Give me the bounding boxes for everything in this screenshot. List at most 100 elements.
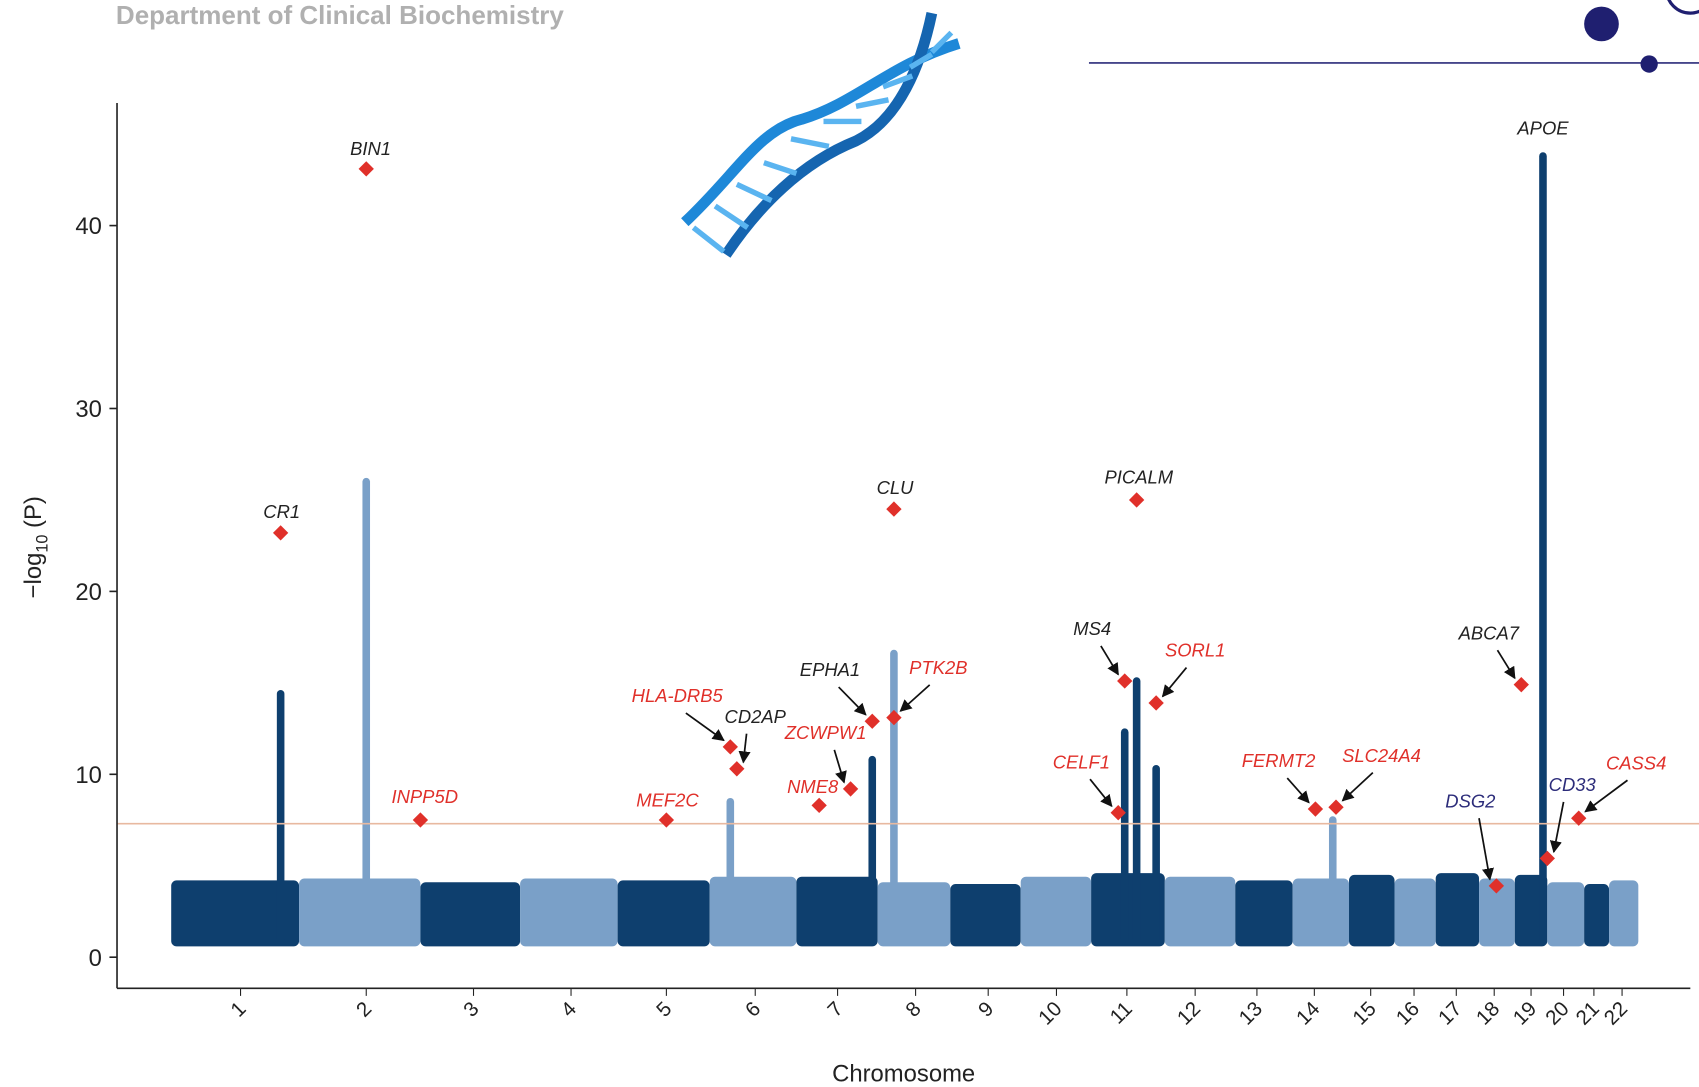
x-tick-label: 6 [741, 997, 765, 1021]
x-tick-label: 5 [652, 997, 676, 1021]
chromosome-points [709, 876, 797, 947]
hit-marker [886, 501, 902, 517]
x-tick-label: 8 [901, 997, 925, 1021]
x-tick-label: 18 [1472, 997, 1504, 1029]
tower [890, 649, 898, 943]
gene-label: CD2AP [725, 706, 787, 727]
arrow [1478, 818, 1494, 881]
arrow [1286, 777, 1310, 804]
hit-marker [1148, 695, 1164, 711]
y-axis-label: −log10 (P) [20, 496, 52, 598]
chromosome-points [1235, 880, 1293, 947]
hit-marker [1307, 801, 1324, 817]
y-tick-label: 40 [75, 213, 102, 240]
gene-label: BIN1 [350, 138, 391, 159]
tower [1132, 677, 1141, 943]
gene-label: CR1 [263, 501, 300, 522]
gene-label: INPP5D [391, 786, 458, 807]
x-tick-label: 15 [1348, 997, 1380, 1029]
x-tick-label: 1 [226, 997, 250, 1021]
arrow [1161, 667, 1188, 698]
gene-label: NME8 [787, 776, 839, 797]
chromosome-points [1020, 876, 1092, 947]
x-tick-label: 10 [1034, 997, 1066, 1029]
x-tick-label: 9 [974, 997, 998, 1021]
header: Department of Clinical Biochemistry [116, 0, 564, 30]
hit-marker [811, 797, 827, 814]
hit-marker [722, 739, 738, 755]
arrow [899, 684, 931, 712]
chromosome-points [1547, 882, 1585, 947]
tower [1120, 728, 1129, 943]
chromosome-points [1584, 884, 1610, 947]
gene-label: PTK2B [909, 657, 967, 678]
hit-marker [1539, 850, 1555, 867]
gene-label: CASS4 [1606, 752, 1666, 773]
hit-marker [864, 713, 880, 729]
hit-marker [886, 709, 902, 726]
tower [1152, 765, 1160, 943]
arrow [738, 733, 751, 764]
tower [726, 797, 735, 943]
hit-marker [1328, 799, 1344, 815]
gene-label: ABCA7 [1458, 622, 1520, 643]
chromosome-points [1435, 873, 1480, 947]
arrow [1549, 801, 1565, 854]
tower [1328, 816, 1337, 943]
x-tick-label: 16 [1392, 997, 1424, 1029]
arrow [685, 712, 725, 742]
arrow [833, 749, 847, 784]
tower [276, 690, 285, 943]
x-axis-label: Chromosome [832, 1060, 975, 1087]
chromosome-points [171, 880, 300, 947]
x-tick-label: 20 [1541, 997, 1573, 1029]
gene-label: MS4 [1073, 618, 1111, 639]
dna-illustration [681, 11, 961, 258]
x-tick-label: 11 [1106, 997, 1137, 1028]
y-tick-label: 30 [75, 396, 102, 423]
chromosome-points [1609, 880, 1639, 947]
chromosome-points [796, 876, 878, 947]
chromosome-points [1479, 878, 1515, 947]
hit-marker [412, 812, 429, 828]
chromosome-points [520, 878, 618, 947]
tower [868, 755, 877, 943]
chromosome-points [1394, 878, 1436, 947]
tower [1539, 152, 1547, 943]
gene-label: PICALM [1105, 466, 1174, 487]
x-tick-label: 19 [1509, 997, 1541, 1029]
gene-label: CELF1 [1053, 751, 1110, 772]
gene-label: EPHA1 [800, 659, 860, 680]
chromosome-points [617, 880, 710, 947]
x-tick-label: 4 [557, 997, 581, 1021]
hit-marker [842, 781, 859, 797]
chromosome-points [1292, 878, 1350, 947]
slide-decoration [1088, 0, 1699, 73]
arrow [838, 686, 867, 716]
x-tick-label: 14 [1292, 997, 1324, 1029]
x-tick-label: 22 [1600, 997, 1632, 1029]
x-tick-label: 7 [823, 997, 847, 1021]
arrow [1089, 778, 1113, 808]
chromosome-points [877, 882, 951, 947]
gene-label: SLC24A4 [1342, 745, 1421, 766]
y-tick-label: 0 [89, 945, 102, 972]
chromosome-points [1349, 874, 1395, 947]
gene-label: CD33 [1549, 774, 1597, 795]
hit-marker [1117, 673, 1133, 689]
hit-marker [1110, 805, 1126, 821]
y-label-part: −log [20, 553, 47, 599]
arrow [1100, 645, 1119, 676]
x-tick-label: 13 [1235, 997, 1267, 1029]
y-tick-label: 20 [75, 579, 102, 606]
gene-label: FERMT2 [1242, 750, 1316, 771]
hit-marker [658, 812, 675, 828]
hit-marker [1513, 677, 1529, 693]
gene-label: SORL1 [1165, 640, 1225, 661]
tower [362, 477, 371, 943]
chromosome-points [420, 882, 521, 947]
x-tick-label: 17 [1434, 997, 1466, 1029]
y-label-part: 10 [34, 535, 52, 553]
